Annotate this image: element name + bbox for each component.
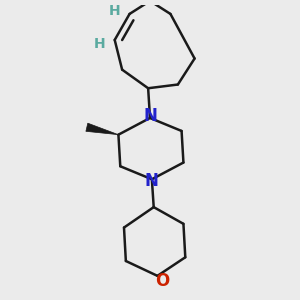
Polygon shape bbox=[86, 123, 118, 135]
Text: N: N bbox=[145, 172, 159, 190]
Text: H: H bbox=[94, 37, 106, 51]
Text: O: O bbox=[155, 272, 169, 290]
Text: N: N bbox=[143, 107, 157, 125]
Text: H: H bbox=[109, 4, 121, 18]
